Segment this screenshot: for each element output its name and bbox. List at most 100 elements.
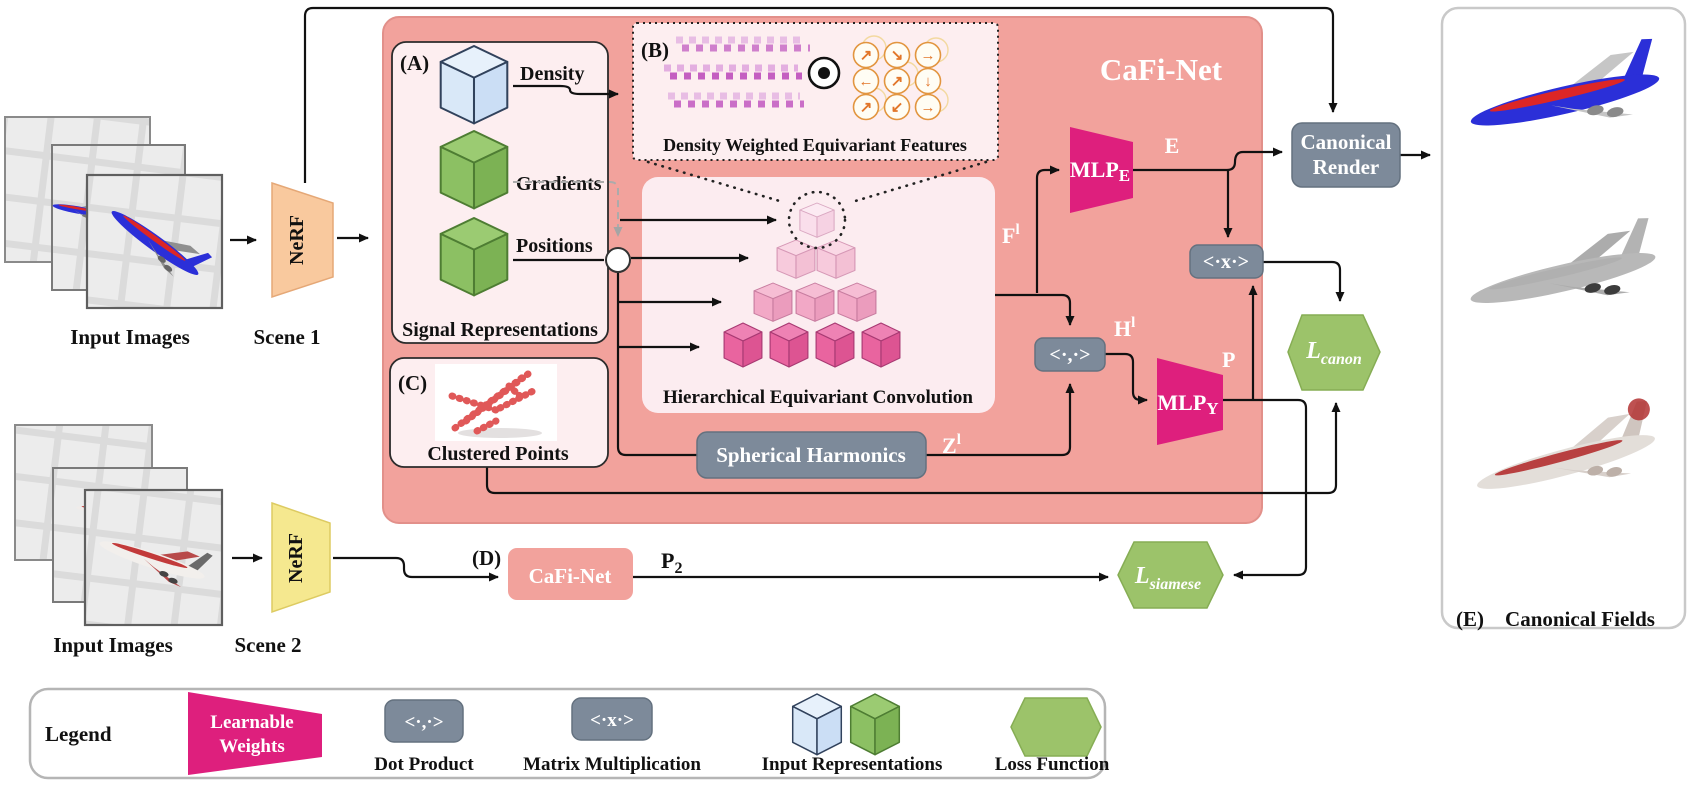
mlpy-to-lsiamese-line — [1223, 398, 1308, 580]
mlp-y-trapezoid — [1157, 358, 1223, 445]
canonical-render-line1: Canonical — [1300, 130, 1391, 154]
feature-rows — [664, 36, 810, 108]
pyramid-cube — [769, 322, 809, 368]
a-tag: (A) — [400, 51, 429, 75]
legend: Legend Learnable Weights <·,·> Dot Produ… — [28, 687, 1110, 780]
l-siamese-main: L — [1134, 563, 1150, 589]
canonical-airplane-3 — [1466, 398, 1665, 513]
legend-green-cube-icon — [849, 693, 901, 756]
matrix-multiplication-op — [1189, 244, 1264, 279]
field-arrow: ↙ — [891, 100, 904, 116]
field-arrow: ← — [859, 74, 874, 90]
e-tag: (E) — [1456, 607, 1484, 631]
var-p-label: P — [1222, 347, 1235, 372]
density-to-b-arrow — [513, 84, 619, 99]
dotted-connector-left — [646, 160, 785, 204]
signal-caption: Signal Representations — [402, 319, 598, 341]
legend-inputs-label: Input Representations — [762, 754, 943, 775]
dot-product-symbol: <·,·> — [1049, 344, 1090, 366]
var-z-sup: l — [957, 432, 961, 448]
var-z-label: Zl — [942, 432, 961, 458]
elementwise-product-icon — [807, 56, 841, 90]
pyramid-cube — [815, 322, 855, 368]
var-h-sup: l — [1131, 315, 1135, 331]
legend-matmul-label: Matrix Multiplication — [523, 754, 701, 775]
d-tag: (D) — [472, 546, 501, 570]
l-siamese-sub: siamese — [1149, 576, 1202, 593]
mlp-y-label: MLPY — [1157, 390, 1218, 418]
legend-matmul-icon — [571, 697, 653, 741]
canonical-fields-panel: (E) Canonical Fields — [1440, 6, 1687, 631]
gradients-cube-icon — [439, 129, 509, 210]
var-f-label: Fl — [1002, 222, 1020, 248]
legend-loss-label: Loss Function — [995, 754, 1110, 775]
l-canon-hexagon — [1287, 314, 1381, 391]
pyramid-cube — [861, 322, 901, 368]
legend-blue-cube-icon — [791, 693, 843, 756]
scene1-image-stack — [4, 116, 224, 310]
gradients-label: Gradients — [516, 173, 602, 195]
clustered-caption: Clustered Points — [427, 443, 569, 465]
zoom-dotted-circle — [787, 190, 847, 250]
canonical-fields-caption: Canonical Fields — [1505, 607, 1655, 631]
density-weighted-features-box: (B) ↗ ↘ → — [632, 22, 999, 161]
equivariant-vector-field-icon: ↗ ↘ → ← ↗ ↓ ↗ ↙ → — [852, 35, 949, 121]
pyramid-cube — [795, 282, 835, 322]
legend-loss-hexagon-icon — [1010, 697, 1102, 757]
e-to-render-line — [1133, 147, 1283, 172]
gradients-dashed-line — [513, 181, 623, 237]
mlp-y-sub: Y — [1206, 399, 1218, 418]
nerf2-to-cafinet2-arrow — [333, 556, 499, 582]
scene1-label: Scene 1 — [253, 325, 320, 349]
scene1-nerf-label: NeRF — [286, 215, 308, 265]
mlp-e-trapezoid — [1070, 127, 1133, 213]
dot-product-op — [1034, 337, 1106, 372]
var-p2-sub: 2 — [674, 560, 682, 577]
legend-dot-label: Dot Product — [374, 754, 474, 775]
var-h-main: H — [1114, 316, 1131, 341]
clustered-to-lcanon-line — [485, 402, 1341, 495]
pyramid-cube — [837, 282, 877, 322]
scene2-nerf-trapezoid — [271, 501, 331, 614]
field-arrow: ↓ — [924, 74, 932, 90]
dot-to-mlpy-arrow — [1105, 352, 1148, 405]
canonical-render-box — [1291, 122, 1401, 188]
hierarchical-convolution-box: Hierarchical Equivariant Convolution — [642, 177, 995, 413]
point-cloud-airplane — [448, 370, 541, 435]
cafinet-siamese-box — [508, 548, 633, 600]
var-f-sup: l — [1015, 222, 1019, 238]
matmul-to-lcanon-arrow — [1263, 260, 1345, 302]
conv-to-mlpe-arrow — [1035, 165, 1060, 293]
var-e-label: E — [1165, 133, 1180, 158]
mlp-y-main: MLP — [1157, 390, 1206, 415]
l-canon-sub: canon — [1321, 351, 1362, 368]
scene2-images-label: Input Images — [53, 633, 173, 657]
conv-to-dot-arrow — [995, 293, 1075, 326]
scene2-label: Scene 2 — [234, 633, 301, 657]
field-arrow: ↗ — [891, 74, 904, 90]
canonical-render-line2: Render — [1313, 155, 1380, 179]
scene2-nerf-label: NeRF — [285, 533, 307, 583]
density-label: Density — [520, 63, 584, 85]
density-weighted-caption: Density Weighted Equivariant Features — [663, 135, 967, 155]
dotted-connector-right — [850, 160, 988, 204]
field-arrow: → — [921, 100, 936, 116]
nerf1-to-render-topline — [303, 6, 1338, 183]
positions-label: Positions — [516, 235, 593, 257]
legend-title: Legend — [45, 722, 112, 746]
pyramid-cube — [753, 282, 793, 322]
pyramid-cube — [816, 239, 856, 279]
var-f-main: F — [1002, 223, 1015, 248]
convolution-caption: Hierarchical Equivariant Convolution — [663, 387, 973, 408]
l-canon-label: Lcanon — [1305, 338, 1362, 368]
spherical-harmonics-label: Spherical Harmonics — [716, 443, 906, 467]
pyramid-cube-top — [799, 202, 835, 238]
cafinet-siamese-label: CaFi-Net — [529, 564, 612, 588]
field-arrow: → — [921, 48, 936, 64]
legend-dot-product-icon — [384, 699, 464, 743]
l-canon-main: L — [1305, 338, 1321, 364]
field-arrow: ↘ — [891, 48, 904, 64]
scene1-nerf-trapezoid — [271, 181, 334, 299]
matmul-symbol: <·x·> — [1203, 251, 1249, 273]
scene1-images-label: Input Images — [70, 325, 190, 349]
